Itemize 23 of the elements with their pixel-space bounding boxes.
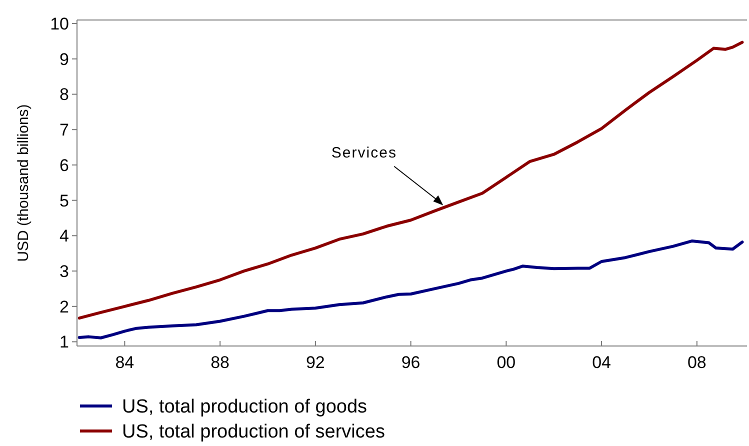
x-tick-label: 96 xyxy=(401,353,420,372)
y-axis-title: USD (thousand billions) xyxy=(15,104,32,262)
y-tick-label: 3 xyxy=(60,262,69,281)
x-tick-label: 84 xyxy=(115,353,134,372)
x-tick-label: 92 xyxy=(306,353,325,372)
y-tick-label: 4 xyxy=(60,226,69,246)
y-tick-label: 6 xyxy=(60,156,69,175)
line-series xyxy=(78,40,744,320)
y-tick-label: 8 xyxy=(60,85,69,104)
x-tick-label: 88 xyxy=(210,353,230,372)
x-tick-label: 00 xyxy=(496,353,516,372)
y-tick-label: 9 xyxy=(60,50,69,69)
annotation: Services xyxy=(331,144,397,162)
y-tick-label: 10 xyxy=(50,14,69,34)
x-tick-label: 04 xyxy=(592,353,612,372)
x-tick-label: 08 xyxy=(687,353,706,372)
legend-label: US, total production of goods xyxy=(122,396,368,418)
y-tick-label: 1 xyxy=(60,332,69,352)
y-tick-label: 7 xyxy=(60,120,69,140)
legend-label: US, total production of services xyxy=(122,422,385,443)
y-tick-label: 5 xyxy=(60,191,69,210)
y-tick-label: 2 xyxy=(60,297,69,316)
line-series xyxy=(78,239,744,340)
